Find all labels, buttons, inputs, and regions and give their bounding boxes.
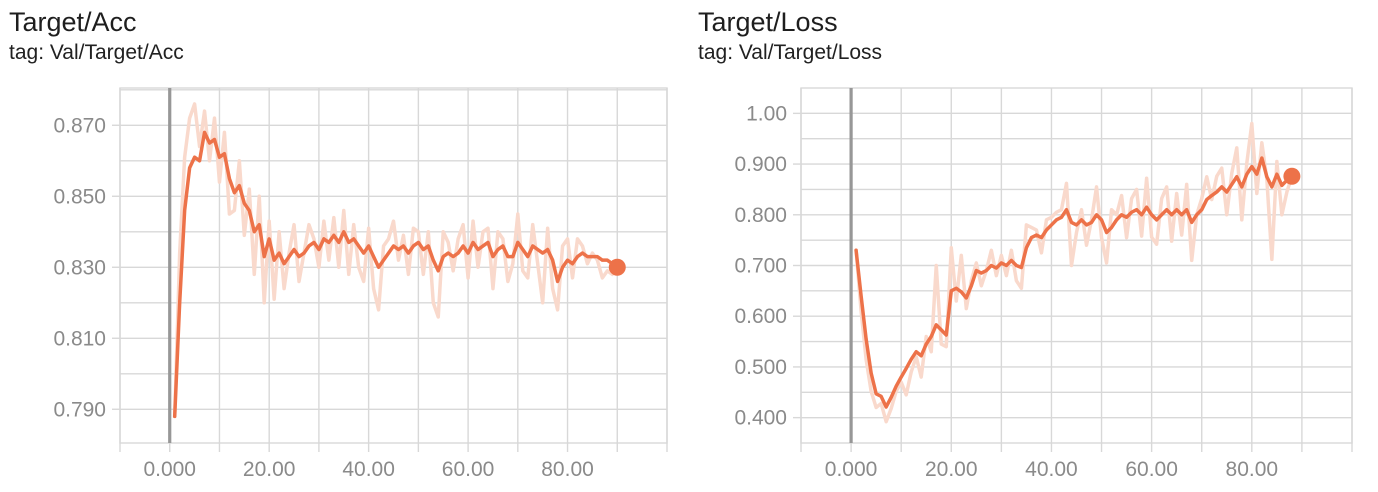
svg-text:0.000: 0.000 <box>143 458 196 481</box>
svg-text:0.700: 0.700 <box>734 255 787 278</box>
chart-card-target-loss: Target/Loss tag: Val/Target/Loss 0.000 20… <box>689 0 1378 492</box>
chart-header-acc: Target/Acc tag: Val/Target/Acc <box>9 6 184 66</box>
svg-text:40.00: 40.00 <box>1025 458 1078 481</box>
svg-text:40.00: 40.00 <box>342 458 395 481</box>
chart-tag-acc: tag: Val/Target/Acc <box>9 41 184 65</box>
svg-text:0.870: 0.870 <box>53 114 106 137</box>
loss-line-chart[interactable]: 0.000 20.00 40.00 60.00 80.00 1.00 0.900 0.800 0… <box>689 0 1378 492</box>
svg-text:80.00: 80.00 <box>1226 458 1279 481</box>
svg-text:60.00: 60.00 <box>442 458 495 481</box>
chart-tag-loss: tag: Val/Target/Loss <box>698 41 883 65</box>
svg-text:20.00: 20.00 <box>925 458 978 481</box>
svg-text:20.00: 20.00 <box>243 458 296 481</box>
svg-text:60.00: 60.00 <box>1125 458 1178 481</box>
svg-text:0.830: 0.830 <box>53 256 106 279</box>
svg-text:0.400: 0.400 <box>734 407 787 430</box>
svg-text:80.00: 80.00 <box>541 458 594 481</box>
svg-text:0.000: 0.000 <box>825 458 878 481</box>
chart-title-loss: Target/Loss <box>698 7 838 37</box>
chart-header-loss: Target/Loss tag: Val/Target/Loss <box>698 6 882 66</box>
svg-text:1.00: 1.00 <box>746 102 787 125</box>
chart-card-target-acc: Target/Acc tag: Val/Target/Acc 0.000 20.0… <box>0 0 689 492</box>
svg-text:0.900: 0.900 <box>734 153 787 176</box>
svg-text:0.790: 0.790 <box>53 398 106 421</box>
svg-text:0.600: 0.600 <box>734 305 787 328</box>
svg-text:0.500: 0.500 <box>734 356 787 379</box>
acc-line-chart[interactable]: 0.000 20.00 40.00 60.00 80.00 0.870 0.850 0.830… <box>0 0 689 492</box>
svg-text:0.810: 0.810 <box>53 327 106 350</box>
svg-text:0.850: 0.850 <box>53 185 106 208</box>
svg-text:0.800: 0.800 <box>734 204 787 227</box>
chart-title-acc: Target/Acc <box>9 7 137 37</box>
